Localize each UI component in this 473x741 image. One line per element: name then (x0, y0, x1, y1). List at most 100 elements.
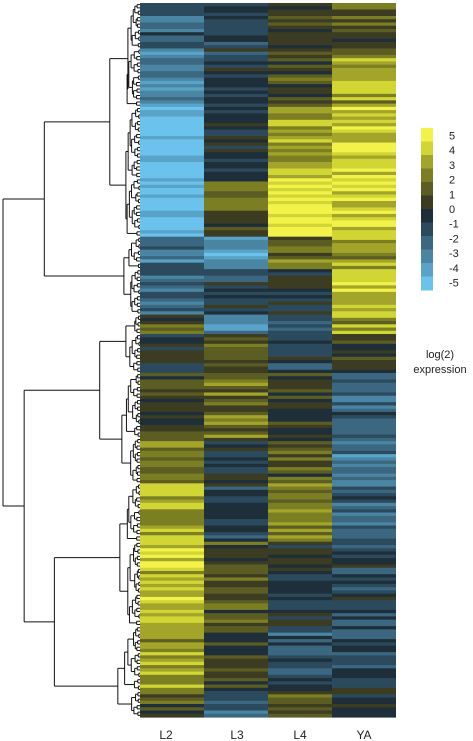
heatmap-cell (204, 665, 268, 669)
heatmap-cell (204, 606, 268, 611)
heatmap-cell (140, 564, 204, 569)
heatmap-cell (140, 570, 204, 575)
heatmap-cell (204, 139, 268, 144)
heatmap-cell (204, 181, 268, 186)
heatmap-cell (268, 382, 332, 387)
heatmap-cell (204, 411, 268, 416)
heatmap-cell (140, 645, 204, 650)
heatmap-cell (332, 269, 396, 273)
heatmap-cell (268, 61, 332, 66)
heatmap-cell (268, 596, 332, 601)
heatmap-cell (140, 379, 204, 384)
heatmap-cell (204, 635, 268, 640)
heatmap-cell (332, 366, 396, 371)
heatmap-cell (204, 460, 268, 465)
heatmap-cell (332, 470, 396, 475)
heatmap-cell (140, 707, 204, 712)
heatmap-cell (268, 447, 332, 452)
heatmap-cell (268, 538, 332, 543)
heatmap-cell (140, 408, 204, 413)
heatmap-cell (140, 64, 204, 69)
heatmap-cell (332, 483, 396, 488)
heatmap-cell (268, 600, 332, 605)
heatmap-cell (140, 372, 204, 377)
heatmap-cell (268, 457, 332, 462)
heatmap-cell (268, 165, 332, 170)
heatmap-cell (332, 301, 396, 306)
heatmap-cell (140, 710, 204, 715)
heatmap-cell (140, 522, 204, 527)
heatmap-cell (140, 149, 204, 153)
heatmap-cell (268, 532, 332, 536)
heatmap-cell (204, 476, 268, 481)
heatmap-cell (204, 437, 268, 442)
heatmap-cell (332, 687, 396, 692)
heatmap-cell (204, 61, 268, 66)
heatmap-cell (140, 285, 204, 290)
heatmap-cell (268, 282, 332, 286)
heatmap-cell (204, 200, 268, 205)
heatmap-cell (140, 512, 204, 517)
heatmap-cell (140, 671, 204, 676)
heatmap-cell (332, 567, 396, 572)
heatmap-cell (332, 548, 396, 553)
heatmap-cell (268, 191, 332, 196)
heatmap-cell (140, 480, 204, 484)
heatmap-cell (332, 525, 396, 530)
heatmap-cell (332, 129, 396, 134)
heatmap-cell (204, 41, 268, 46)
heatmap-cell (332, 25, 396, 30)
heatmap-cell (140, 256, 204, 260)
heatmap-cell (268, 116, 332, 121)
heatmap-cell (332, 262, 396, 267)
heatmap-cell (268, 587, 332, 592)
heatmap-cell (268, 278, 332, 283)
heatmap-cell (268, 330, 332, 335)
heatmap-cell (204, 145, 268, 150)
heatmap-cell (332, 123, 396, 127)
heatmap-cell (332, 314, 396, 319)
heatmap-cell (268, 197, 332, 202)
heatmap-cell (268, 119, 332, 124)
heatmap-cell (268, 171, 332, 176)
heatmap-cell (140, 363, 204, 368)
heatmap-cell (204, 265, 268, 270)
heatmap-cell (140, 84, 204, 88)
heatmap-cell (140, 93, 204, 98)
heatmap-cell (332, 233, 396, 238)
heatmap-cell (140, 210, 204, 215)
heatmap-cell (204, 447, 268, 452)
heatmap-cell (332, 613, 396, 617)
heatmap-cell (204, 230, 268, 235)
heatmap-cell (140, 606, 204, 611)
heatmap-cell (332, 106, 396, 111)
heatmap-cell (268, 304, 332, 309)
heatmap-cell (204, 32, 268, 37)
heatmap-cell (268, 103, 332, 108)
heatmap-cell (268, 687, 332, 692)
heatmap-cell (268, 564, 332, 569)
heatmap-cell (140, 80, 204, 85)
heatmap-cell (204, 291, 268, 296)
heatmap-cell (140, 337, 204, 342)
heatmap-cell (332, 580, 396, 585)
heatmap-cell (204, 629, 268, 634)
heatmap-cell (140, 622, 204, 627)
heatmap-cell (204, 74, 268, 79)
heatmap-cell (204, 671, 268, 676)
heatmap-cell (332, 80, 396, 85)
heatmap-cell (268, 379, 332, 384)
heatmap-cell (332, 697, 396, 702)
heatmap-cell (140, 327, 204, 332)
heatmap-cell (140, 103, 204, 108)
heatmap-cell (204, 450, 268, 455)
heatmap-cell (268, 609, 332, 614)
heatmap-cell (140, 548, 204, 553)
heatmap-cell (332, 506, 396, 510)
heatmap-cell (140, 191, 204, 196)
heatmap-cell (268, 622, 332, 627)
heatmap-cell (268, 12, 332, 17)
heatmap-cell (140, 321, 204, 325)
heatmap-cell (140, 340, 204, 345)
heatmap-cell (204, 80, 268, 85)
